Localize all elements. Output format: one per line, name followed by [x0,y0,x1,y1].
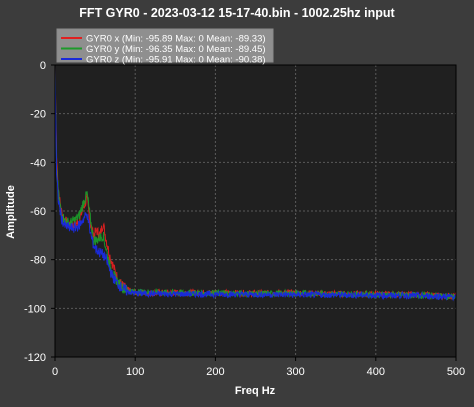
legend: GYR0 x (Min: -95.89 Max: 0 Mean: -89.33)… [56,28,274,66]
y-tick-label: -100 [24,303,46,315]
y-tick-label: -80 [30,255,46,267]
x-tick-label: 200 [206,366,224,378]
x-tick-label: 500 [447,366,465,378]
chart-title: FFT GYR0 - 2023-03-12 15-17-40.bin - 100… [79,6,395,20]
y-tick-label: -60 [30,206,46,218]
x-tick-label: 300 [286,366,304,378]
y-tick-label: 0 [40,60,46,72]
legend-label: GYR0 z (Min: -95.91 Max: 0 Mean: -90.38) [86,55,266,66]
axis-ticks: 0 100 200 300 400 500 0 -20 -40 -60 -80 -100 -120 [24,60,465,378]
legend-label: GYR0 y (Min: -96.35 Max: 0 Mean: -89.45) [86,44,266,55]
series-line-z [55,65,456,302]
x-tick-label: 400 [367,366,385,378]
y-tick-label: -40 [30,157,46,169]
x-axis-label: Freq Hz [235,385,276,397]
y-axis-label: Amplitude [5,185,17,239]
y-tick-label: -20 [30,109,46,121]
legend-box [56,28,274,63]
x-tick-label: 100 [126,366,144,378]
legend-label: GYR0 x (Min: -95.89 Max: 0 Mean: -89.33) [86,34,266,45]
series-lines [55,65,456,302]
x-tick-label: 0 [52,366,58,378]
y-tick-label: -120 [24,352,46,364]
